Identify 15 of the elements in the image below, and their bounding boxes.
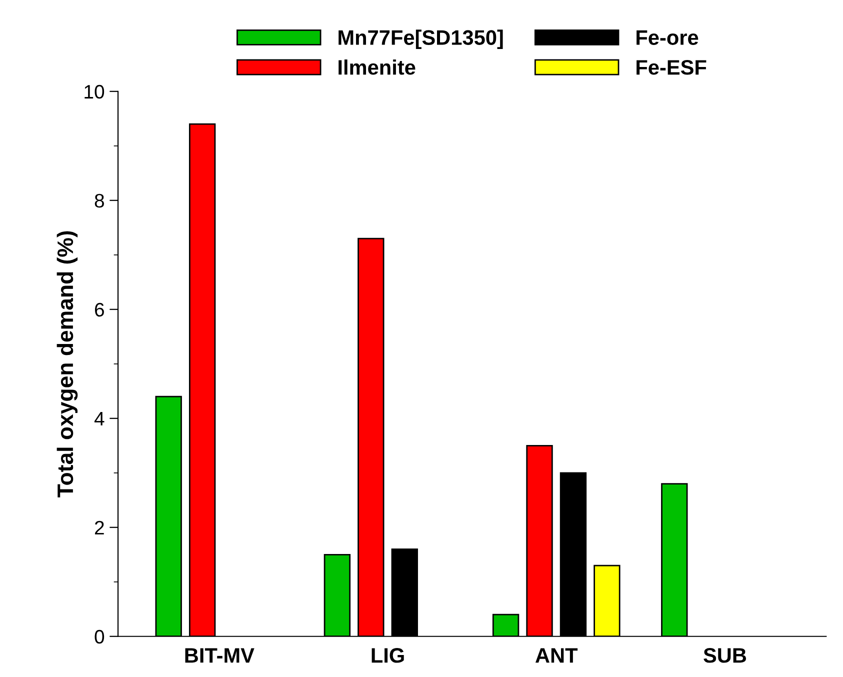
x-tick-label: SUB <box>704 648 746 663</box>
y-axis-title: Total oxygen demand (%) <box>56 231 78 498</box>
legend-label: Fe-ore <box>636 30 698 45</box>
x-tick-label: BIT-MV <box>185 648 254 663</box>
y-tick-label: 4 <box>94 412 104 426</box>
x-tick-label: ANT <box>535 648 578 663</box>
x-tick-label: LIG <box>372 648 404 663</box>
y-tick-label: 8 <box>94 194 104 208</box>
y-tick-label: 2 <box>94 520 104 534</box>
y-tick-label: 10 <box>84 84 104 99</box>
legend-label: Ilmenite <box>338 59 416 75</box>
legend-label: Fe-ESF <box>636 60 706 75</box>
y-tick-label: 0 <box>94 630 104 644</box>
legend-label: Mn77Fe[SD1350] <box>338 30 503 50</box>
y-tick-label: 6 <box>95 302 104 317</box>
